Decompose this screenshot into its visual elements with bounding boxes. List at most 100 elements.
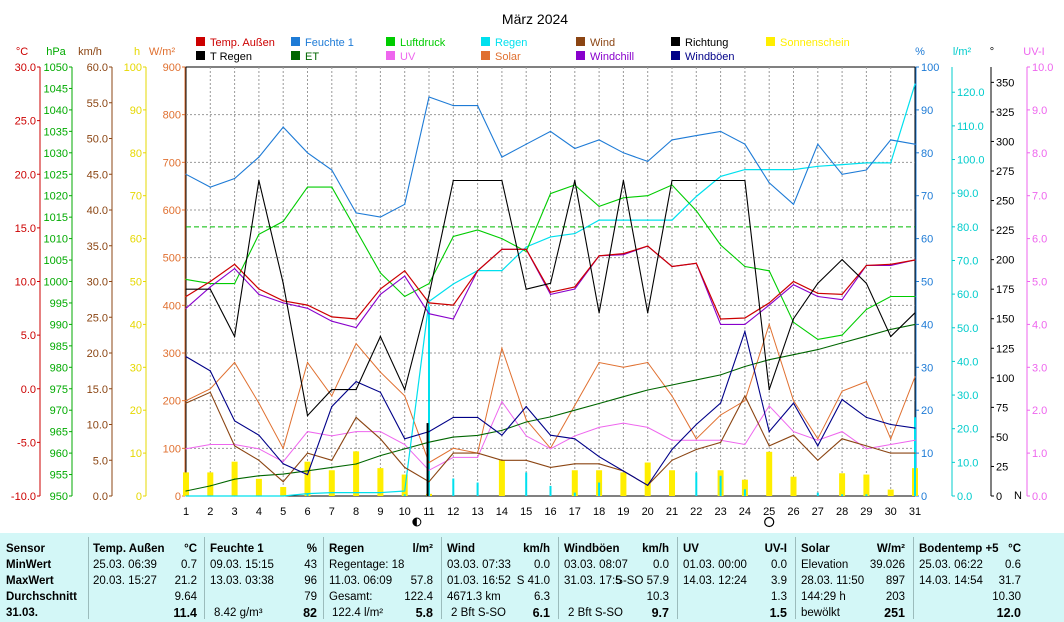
richtung-point <box>452 179 454 182</box>
press-tick-label: 1010 <box>44 234 68 246</box>
hum-tick-label: 40 <box>921 319 933 331</box>
uv-point <box>598 426 600 428</box>
solar-max: 897 <box>885 575 905 587</box>
sunshine-bar <box>741 479 748 496</box>
uv-point <box>331 435 333 437</box>
hum-tick-label: 70 <box>921 191 933 203</box>
solar-point <box>185 400 187 402</box>
regen-point <box>890 162 892 164</box>
table-header-wind: Wind <box>447 543 475 555</box>
solar-tick-label: 600 <box>163 205 181 217</box>
rain-tick-label: 90.0 <box>957 188 978 200</box>
richtung-point <box>817 282 819 284</box>
uv-point <box>209 443 211 446</box>
full-moon-icon <box>764 516 775 528</box>
sunshine-bar <box>353 451 360 496</box>
wind-unit-label: km/h <box>78 46 102 58</box>
luftdruck-point <box>598 205 600 208</box>
solar-tick-label: 500 <box>163 253 181 265</box>
feuchte--point <box>720 130 722 132</box>
et-point <box>379 455 381 457</box>
x-tick-label: 3 <box>232 506 238 518</box>
column-divider <box>677 537 678 619</box>
windb-en-point <box>744 330 746 333</box>
table-header-uv: UV <box>683 543 699 555</box>
luftdruck-point <box>428 283 430 285</box>
solar-sun-hours: 144:29 h <box>801 591 846 603</box>
luftdruck-point <box>865 308 868 310</box>
uv-point <box>501 401 503 403</box>
richtung-point <box>185 288 187 290</box>
x-tick-label: 5 <box>280 506 286 518</box>
wind-distance: 4671.3 km <box>447 591 501 603</box>
x-tick-label: 1 <box>183 506 189 518</box>
windchill-point <box>258 293 260 295</box>
luftdruck-point <box>622 197 625 199</box>
rain-daily-bar <box>525 472 528 496</box>
uv-tick-label: 2.0 <box>1032 405 1047 417</box>
dir-north-label: N <box>1014 490 1022 502</box>
press-tick-label: 960 <box>50 448 68 460</box>
sun-tick-label: 40 <box>130 319 142 331</box>
dir-tick-label: 75 <box>996 402 1008 414</box>
rain-days: Regentage: 18 <box>329 559 405 571</box>
richtung-point <box>671 179 673 182</box>
temp-au-en-point <box>622 253 625 255</box>
regen-point <box>234 495 236 497</box>
uv-point <box>768 405 770 407</box>
temp-au-en-point <box>379 288 381 290</box>
legend-swatch <box>671 37 680 46</box>
temp-au-en-point <box>501 248 503 250</box>
hum-tick-label: 20 <box>921 405 933 417</box>
windchill-point <box>768 304 770 306</box>
legend-swatch <box>576 37 585 46</box>
temp-tick-label: -10.0 <box>11 491 36 503</box>
sunshine-bar <box>571 470 578 496</box>
sun-tick-label: 30 <box>130 362 142 374</box>
windb-en-point <box>282 463 284 465</box>
regen-point <box>792 169 795 171</box>
luftdruck-point <box>744 265 746 268</box>
wind-point <box>598 463 600 465</box>
luftdruck-point <box>331 186 333 188</box>
sun-tick-label: 90 <box>130 105 142 117</box>
dir-tick-label: 125 <box>996 343 1014 355</box>
wind-min: 0.0 <box>534 559 550 571</box>
x-tick-label: 4 <box>256 506 262 518</box>
windb-en-point <box>258 434 260 436</box>
richtung-point <box>914 312 916 314</box>
windb-en-point <box>549 434 552 436</box>
solar-point <box>379 371 381 373</box>
feuchte--point <box>695 135 697 137</box>
sunshine-bar <box>839 473 846 496</box>
uv-tick-label: 10.0 <box>1032 62 1053 74</box>
uv-point <box>914 439 916 441</box>
uv-point <box>865 448 868 450</box>
legend-swatch <box>196 51 205 60</box>
luftdruck-point <box>525 250 527 253</box>
windb-en-point <box>671 448 673 451</box>
x-tick-label: 31 <box>909 506 921 518</box>
richtung-point <box>768 389 770 391</box>
dir-tick-label: 100 <box>996 373 1014 385</box>
column-divider <box>204 537 205 619</box>
wind-current: 6.1 <box>532 606 550 620</box>
rain-tick-label: 100.0 <box>957 155 985 167</box>
legend-label: Temp. Außen <box>210 37 275 49</box>
press-tick-label: 980 <box>50 362 68 374</box>
solar-point <box>744 400 746 402</box>
feuchte--point <box>355 212 357 214</box>
uv-point <box>258 448 260 450</box>
wind-bft: 2 Bft S-SO <box>451 607 506 619</box>
wind-point <box>355 416 357 418</box>
row-label-avg: Durchschnitt <box>6 591 77 603</box>
sun-tick-label: 0 <box>136 491 142 503</box>
et-point <box>258 475 260 477</box>
uv-point <box>355 431 357 433</box>
wind-point <box>234 445 236 447</box>
dir-tick-label: 50 <box>996 432 1008 444</box>
sunshine-bar <box>280 486 287 496</box>
table-header-sensor: Sensor <box>6 543 45 555</box>
legend-label: Richtung <box>685 37 728 49</box>
feuchte--point <box>185 173 187 175</box>
